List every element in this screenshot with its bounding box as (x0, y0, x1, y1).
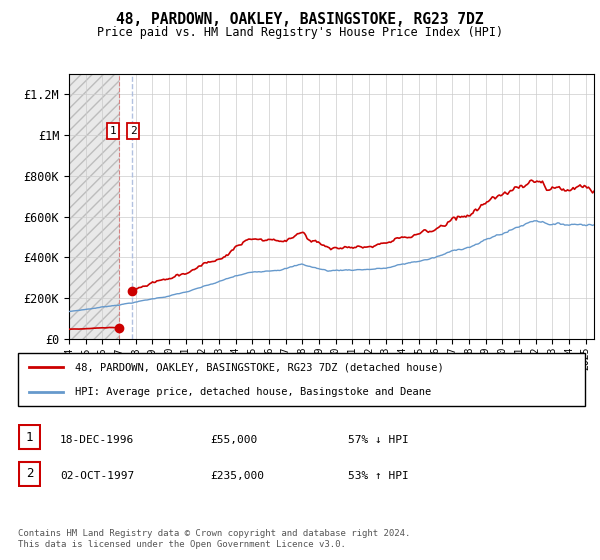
Text: 02-OCT-1997: 02-OCT-1997 (60, 471, 134, 481)
Text: 2: 2 (130, 126, 137, 136)
Text: 1: 1 (109, 126, 116, 136)
Text: £55,000: £55,000 (210, 435, 257, 445)
Text: Contains HM Land Registry data © Crown copyright and database right 2024.
This d: Contains HM Land Registry data © Crown c… (18, 529, 410, 549)
Text: Price paid vs. HM Land Registry's House Price Index (HPI): Price paid vs. HM Land Registry's House … (97, 26, 503, 39)
Text: 48, PARDOWN, OAKLEY, BASINGSTOKE, RG23 7DZ (detached house): 48, PARDOWN, OAKLEY, BASINGSTOKE, RG23 7… (75, 362, 443, 372)
Text: 1: 1 (26, 431, 33, 444)
Text: HPI: Average price, detached house, Basingstoke and Deane: HPI: Average price, detached house, Basi… (75, 386, 431, 396)
Text: 53% ↑ HPI: 53% ↑ HPI (348, 471, 409, 481)
Text: 48, PARDOWN, OAKLEY, BASINGSTOKE, RG23 7DZ: 48, PARDOWN, OAKLEY, BASINGSTOKE, RG23 7… (116, 12, 484, 27)
Text: £235,000: £235,000 (210, 471, 264, 481)
Bar (69, 74, 119, 339)
Text: 18-DEC-1996: 18-DEC-1996 (60, 435, 134, 445)
Text: 2: 2 (26, 467, 33, 480)
Text: 57% ↓ HPI: 57% ↓ HPI (348, 435, 409, 445)
